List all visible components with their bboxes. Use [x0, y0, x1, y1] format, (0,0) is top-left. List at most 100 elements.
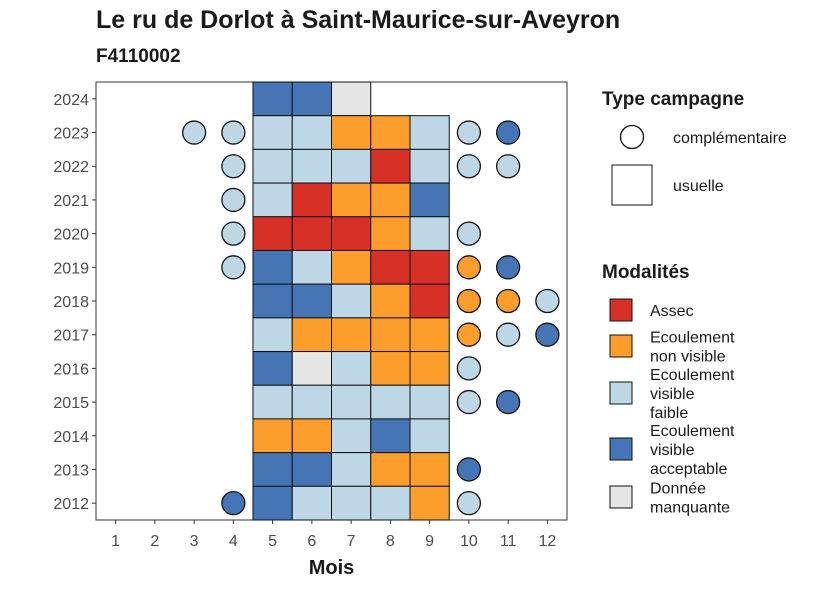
tile-2014-5	[252, 418, 293, 454]
tile-2018-7	[331, 283, 372, 319]
x-tick-label: 10	[460, 533, 478, 550]
y-tick-label: 2017	[53, 328, 89, 345]
tile-2013-7	[331, 452, 372, 487]
tile-2014-6	[291, 418, 332, 454]
point-2019-4	[221, 255, 246, 280]
tile-2017-5	[252, 317, 293, 353]
tile-2018-5	[252, 283, 293, 319]
x-tick-label: 9	[425, 533, 434, 550]
y-tick-label: 2012	[53, 496, 89, 513]
tile-2019-6	[291, 249, 332, 285]
point-2015-11	[495, 389, 521, 415]
y-tick-label: 2013	[53, 462, 89, 479]
tile-2014-9	[409, 418, 450, 454]
point-2023-10	[456, 120, 482, 145]
chart-title: Le ru de Dorlot à Saint-Maurice-sur-Avey…	[96, 6, 621, 34]
point-2020-4	[221, 221, 246, 246]
tile-2017-8	[370, 317, 411, 353]
tile-2019-9	[409, 249, 450, 285]
tile-2019-5	[252, 249, 293, 285]
point-2013-10	[456, 457, 482, 482]
y-tick-label: 2023	[53, 126, 89, 143]
tile-2022-6	[291, 148, 332, 184]
legend-swatch-nd	[609, 485, 633, 509]
tile-2019-7	[331, 249, 372, 285]
legend-label-nd: Donnée manquante	[650, 481, 730, 517]
tile-2024-5	[252, 81, 293, 117]
tile-2021-8	[370, 182, 411, 218]
y-tick-label: 2019	[53, 260, 89, 277]
x-tick-label: 11	[500, 533, 517, 550]
chart-subtitle: F4110002	[96, 46, 181, 67]
point-2020-10	[456, 221, 482, 246]
tile-2022-7	[331, 148, 372, 184]
x-tick-label: 2	[150, 533, 159, 550]
tile-2020-8	[370, 216, 411, 251]
legend-key-usuelle	[611, 164, 653, 206]
tile-2013-6	[291, 452, 332, 487]
tile-2012-6	[291, 485, 332, 521]
tile-2012-9	[409, 485, 450, 521]
point-2012-10	[456, 491, 482, 516]
tile-2013-9	[409, 452, 450, 487]
tile-2020-6	[291, 216, 332, 251]
point-2012-4	[221, 491, 246, 516]
tile-2018-9	[409, 283, 450, 319]
tile-2016-5	[252, 351, 293, 386]
tile-2020-9	[409, 216, 450, 251]
tile-2013-5	[252, 452, 293, 487]
point-2021-4	[221, 187, 246, 213]
legend-label-ecoul_nv: Ecoulement non visible	[650, 330, 735, 366]
tile-2024-7	[331, 81, 372, 117]
legend-swatch-ecoul_vf	[609, 381, 633, 405]
tile-2017-9	[409, 317, 450, 353]
legend-label-assec: Assec	[650, 303, 694, 320]
tile-2016-8	[370, 351, 411, 386]
tile-2021-9	[409, 182, 450, 218]
tile-2023-9	[409, 115, 450, 150]
tile-2016-9	[409, 351, 450, 386]
x-tick-label: 12	[538, 533, 556, 550]
y-tick-label: 2016	[53, 361, 89, 378]
point-2017-12	[535, 322, 560, 347]
x-tick-label: 7	[347, 533, 356, 550]
tile-2017-7	[331, 317, 372, 353]
tile-2014-8	[370, 418, 411, 454]
point-2015-10	[456, 389, 482, 415]
point-2017-10	[456, 322, 482, 347]
y-tick-label: 2014	[53, 429, 89, 446]
point-2022-10	[456, 154, 482, 179]
tile-2022-9	[409, 148, 450, 184]
tile-2015-6	[291, 384, 332, 420]
legend-label-usuelle: usuelle	[673, 178, 724, 195]
tile-2017-6	[291, 317, 332, 353]
tile-2014-7	[331, 418, 372, 454]
y-tick-label: 2021	[53, 193, 89, 210]
point-2022-11	[495, 154, 521, 179]
tile-2021-5	[252, 182, 293, 218]
legend-title-modalites: Modalités	[602, 262, 690, 283]
point-2023-11	[495, 120, 521, 145]
tile-2015-8	[370, 384, 411, 420]
y-tick-label: 2020	[53, 227, 89, 244]
tile-2023-8	[370, 115, 411, 150]
point-2019-11	[495, 255, 521, 280]
legend-key-complementaire	[619, 124, 645, 150]
tile-2013-8	[370, 452, 411, 487]
point-2018-10	[456, 288, 482, 314]
tile-2023-7	[331, 115, 372, 150]
tile-2015-7	[331, 384, 372, 420]
tile-2015-5	[252, 384, 293, 420]
tile-2020-5	[252, 216, 293, 251]
legend-label-complementaire: complémentaire	[673, 130, 787, 147]
x-axis-title: Mois	[309, 557, 355, 579]
tile-2012-8	[370, 485, 411, 521]
tile-2012-7	[331, 485, 372, 521]
tile-2023-6	[291, 115, 332, 150]
legend-swatch-assec	[609, 298, 633, 322]
tile-2019-8	[370, 249, 411, 285]
point-2023-4	[221, 120, 246, 145]
point-2017-11	[495, 322, 521, 347]
x-tick-label: 5	[268, 533, 277, 550]
